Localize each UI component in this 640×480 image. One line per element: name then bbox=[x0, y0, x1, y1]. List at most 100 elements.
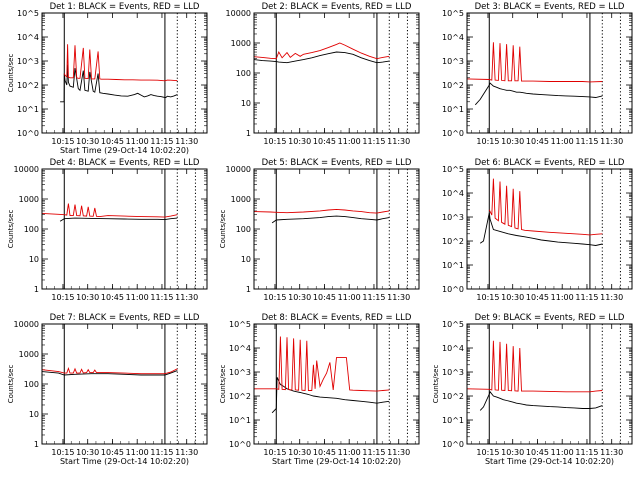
series-line-lld bbox=[467, 42, 603, 83]
x-tick-label: 10:45 bbox=[526, 448, 549, 457]
x-tick-label: 11:15 bbox=[575, 293, 598, 302]
y-tick-label: 10^1 bbox=[442, 105, 464, 114]
x-tick-label: 10:15 bbox=[263, 448, 286, 457]
series-line-lld bbox=[63, 44, 178, 82]
y-tick-label: 10^0 bbox=[442, 129, 464, 138]
series-line-lld bbox=[42, 203, 178, 218]
detector-panel-3: 10^010^110^210^310^410^510:15 10:30 10:45 1… bbox=[442, 2, 633, 146]
x-tick-label: 11:00 bbox=[551, 137, 574, 146]
y-tick-label: 10 bbox=[241, 99, 251, 108]
y-tick-label: 1000 bbox=[19, 350, 39, 359]
y-tick-label: 10^5 bbox=[442, 165, 464, 174]
y-tick-label: 10^4 bbox=[229, 344, 251, 353]
x-tick-label: 10:30 bbox=[76, 448, 99, 457]
x-tick-label: 10:15 bbox=[476, 448, 499, 457]
x-tick-label: 10:45 bbox=[313, 293, 336, 302]
x-tick-label: 10:15 bbox=[51, 293, 74, 302]
x-tick-label: 11:15 bbox=[362, 137, 385, 146]
series-line-lld bbox=[42, 367, 178, 375]
series-line-events bbox=[479, 212, 603, 246]
x-axis-label: Start Time (29-Oct-14 10:02:20) bbox=[272, 457, 401, 466]
x-tick-label: 11:30 bbox=[175, 137, 198, 146]
y-axis-label: Counts/sec bbox=[219, 210, 227, 249]
x-tick-label: 11:30 bbox=[600, 137, 623, 146]
y-tick-label: 10^2 bbox=[442, 237, 464, 246]
y-tick-label: 10 bbox=[241, 255, 251, 264]
y-axis-label: Counts/sec bbox=[7, 210, 15, 249]
series-line-events bbox=[271, 377, 390, 414]
x-tick-label: 10:15 bbox=[51, 137, 74, 146]
y-tick-label: 10000 bbox=[226, 9, 251, 18]
y-tick-label: 10^0 bbox=[229, 440, 251, 449]
y-tick-label: 10000 bbox=[226, 165, 251, 174]
series-line-events bbox=[59, 217, 178, 222]
y-tick-label: 10000 bbox=[14, 165, 39, 174]
x-tick-label: 10:30 bbox=[76, 137, 99, 146]
x-axis-label: Start Time (29-Oct-14 10:02:20) bbox=[60, 457, 189, 466]
x-tick-label: 10:30 bbox=[501, 293, 524, 302]
panel-title: Det 2: BLACK = Events, RED = LLD bbox=[262, 2, 412, 12]
y-tick-label: 10 bbox=[29, 255, 39, 264]
detector-panel-9: 10^010^110^210^310^410^510:15 10:30 10:45 1… bbox=[432, 313, 633, 466]
x-tick-label: 11:00 bbox=[338, 448, 361, 457]
y-tick-label: 10^4 bbox=[442, 33, 464, 42]
y-tick-label: 10000 bbox=[14, 320, 39, 329]
series-line-events bbox=[254, 51, 390, 64]
y-tick-label: 10^1 bbox=[442, 416, 464, 425]
plot-frame bbox=[41, 12, 208, 134]
y-axis-label: Counts/sec bbox=[219, 365, 227, 404]
series-line-events bbox=[474, 82, 603, 106]
y-tick-label: 1 bbox=[34, 440, 39, 449]
y-tick-label: 10^0 bbox=[442, 440, 464, 449]
y-axis-label: Counts/sec bbox=[7, 54, 15, 93]
x-tick-label: 10:45 bbox=[313, 448, 336, 457]
x-tick-label: 10:30 bbox=[288, 448, 311, 457]
y-tick-label: 10^3 bbox=[229, 368, 251, 377]
series-line-lld bbox=[488, 178, 603, 236]
y-tick-label: 10^4 bbox=[442, 189, 464, 198]
x-tick-label: 11:15 bbox=[362, 448, 385, 457]
x-tick-label: 10:15 bbox=[51, 448, 74, 457]
series-line-lld bbox=[254, 336, 390, 392]
detector-panel-5: 1 10 100 1000 10000 10:15 10:30 10:45 11:00 11:15… bbox=[219, 158, 420, 302]
x-tick-label: 11:00 bbox=[126, 448, 149, 457]
panel-title: Det 4: BLACK = Events, RED = LLD bbox=[50, 158, 200, 168]
plot-frame bbox=[466, 12, 633, 134]
x-tick-label: 11:00 bbox=[126, 137, 149, 146]
y-tick-label: 10 bbox=[29, 410, 39, 419]
x-tick-label: 11:30 bbox=[175, 448, 198, 457]
x-tick-label: 10:30 bbox=[501, 448, 524, 457]
x-tick-label: 11:00 bbox=[551, 293, 574, 302]
y-tick-label: 10^3 bbox=[442, 57, 464, 66]
x-tick-label: 10:15 bbox=[263, 293, 286, 302]
y-tick-label: 10^1 bbox=[17, 105, 39, 114]
plot-frame bbox=[466, 168, 633, 290]
x-tick-label: 11:15 bbox=[362, 293, 385, 302]
series-line-lld bbox=[254, 42, 390, 60]
x-tick-label: 11:30 bbox=[387, 448, 410, 457]
y-tick-label: 1 bbox=[34, 285, 39, 294]
y-tick-label: 10^5 bbox=[17, 9, 39, 18]
panel-title: Det 7: BLACK = Events, RED = LLD bbox=[50, 313, 200, 323]
x-tick-label: 10:45 bbox=[526, 293, 549, 302]
detector-panel-6: 10^010^110^210^310^410^510:15 10:30 10:45 1… bbox=[442, 158, 633, 302]
y-tick-label: 100 bbox=[236, 225, 251, 234]
x-tick-label: 10:15 bbox=[476, 293, 499, 302]
x-tick-label: 11:30 bbox=[387, 293, 410, 302]
panel-title: Det 1: BLACK = Events, RED = LLD bbox=[50, 2, 200, 12]
x-tick-label: 10:45 bbox=[101, 137, 124, 146]
plot-frame bbox=[253, 12, 420, 134]
panel-title: Det 9: BLACK = Events, RED = LLD bbox=[475, 313, 625, 323]
plot-frame bbox=[253, 168, 420, 290]
y-tick-label: 10^0 bbox=[17, 129, 39, 138]
y-tick-label: 10^1 bbox=[229, 416, 251, 425]
plot-frame bbox=[466, 323, 633, 445]
y-tick-label: 10^3 bbox=[442, 213, 464, 222]
x-tick-label: 10:30 bbox=[501, 137, 524, 146]
plot-frame bbox=[253, 323, 420, 445]
y-axis-label: Counts/sec bbox=[432, 365, 440, 404]
x-tick-label: 11:00 bbox=[338, 293, 361, 302]
x-tick-label: 11:00 bbox=[551, 448, 574, 457]
